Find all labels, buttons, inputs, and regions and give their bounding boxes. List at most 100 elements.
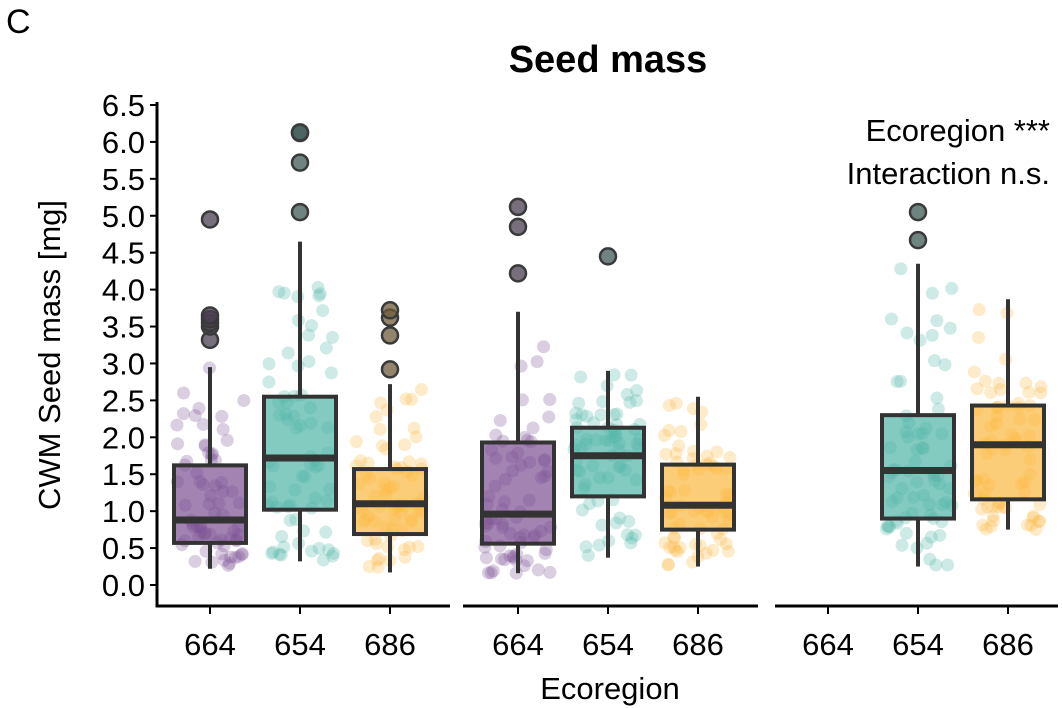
data-point xyxy=(893,374,907,388)
x-tick-label: 686 xyxy=(364,627,416,662)
data-point xyxy=(313,287,327,301)
data-point xyxy=(322,543,336,557)
data-point xyxy=(370,553,384,567)
data-point xyxy=(930,314,944,328)
y-axis-label: CWM Seed mass [mg] xyxy=(32,200,67,510)
outlier-shade xyxy=(292,204,308,221)
data-point xyxy=(399,392,413,406)
data-point xyxy=(943,321,957,335)
data-point xyxy=(1029,523,1043,537)
outlier-shade xyxy=(202,307,218,324)
data-point xyxy=(228,550,242,564)
data-point xyxy=(224,550,238,564)
data-point xyxy=(216,422,230,436)
data-point xyxy=(171,437,185,451)
data-point xyxy=(305,319,319,333)
data-point xyxy=(411,540,425,554)
outlier-shade xyxy=(202,331,218,348)
x-tick-label: 686 xyxy=(982,627,1034,662)
data-point xyxy=(927,354,941,368)
data-point xyxy=(479,551,493,565)
data-point xyxy=(274,548,288,562)
data-point xyxy=(686,555,700,569)
data-point xyxy=(721,544,735,558)
data-point xyxy=(624,368,638,382)
data-point xyxy=(262,375,276,389)
data-point xyxy=(984,385,998,399)
data-point xyxy=(1034,386,1048,400)
data-point xyxy=(723,450,737,464)
data-point xyxy=(291,290,305,304)
data-point xyxy=(1021,518,1035,532)
box-iqr xyxy=(262,394,338,512)
data-point xyxy=(581,548,595,562)
outlier-shade xyxy=(382,361,398,378)
data-point xyxy=(986,514,1000,528)
data-point xyxy=(414,383,428,397)
data-point xyxy=(880,522,894,536)
data-point xyxy=(324,366,338,380)
outlier-shade xyxy=(382,327,398,344)
data-point xyxy=(520,554,534,568)
data-point xyxy=(967,365,981,379)
data-point xyxy=(938,358,952,372)
data-point xyxy=(999,501,1013,515)
box-iqr xyxy=(570,425,646,499)
data-point xyxy=(669,396,683,410)
data-point xyxy=(667,540,681,554)
data-point xyxy=(530,355,544,369)
data-point xyxy=(326,549,340,563)
data-point xyxy=(489,428,503,442)
annotation-interaction: Interaction n.s. xyxy=(847,156,1050,191)
data-point xyxy=(237,393,251,407)
data-point xyxy=(658,428,672,442)
outlier-shade xyxy=(292,154,308,171)
data-point xyxy=(354,454,368,468)
y-tick-label: 1.0 xyxy=(102,494,145,529)
data-point xyxy=(662,398,676,412)
data-point xyxy=(929,558,943,572)
data-point xyxy=(414,457,428,471)
data-point xyxy=(933,528,947,542)
data-point xyxy=(572,396,586,410)
data-point xyxy=(880,519,894,533)
data-point xyxy=(372,552,386,566)
data-point xyxy=(673,541,687,555)
data-point xyxy=(177,386,191,400)
data-point xyxy=(325,330,339,344)
data-point xyxy=(302,354,316,368)
data-point xyxy=(930,391,944,405)
data-point xyxy=(994,383,1008,397)
boxes xyxy=(172,123,1046,574)
data-point xyxy=(503,549,517,563)
data-point xyxy=(498,553,512,567)
data-point xyxy=(629,394,643,408)
data-point xyxy=(375,439,389,453)
data-point xyxy=(1024,518,1038,532)
data-point xyxy=(668,543,682,557)
data-point xyxy=(623,395,637,409)
data-point xyxy=(272,285,286,299)
panel-label: C xyxy=(6,3,31,41)
x-tick-label: 654 xyxy=(274,627,326,662)
data-point xyxy=(710,445,724,459)
data-point xyxy=(992,376,1006,390)
outlier-shade xyxy=(292,124,308,141)
data-point xyxy=(970,382,984,396)
data-point xyxy=(494,552,508,566)
data-point xyxy=(215,409,229,423)
data-point xyxy=(316,304,330,318)
x-tick-label: 664 xyxy=(802,627,854,662)
data-point xyxy=(223,556,237,570)
data-point xyxy=(192,401,206,415)
data-point xyxy=(188,554,202,568)
data-point xyxy=(607,368,621,382)
box-iqr xyxy=(880,413,956,521)
outlier-shade xyxy=(600,248,616,265)
data-point xyxy=(630,384,644,398)
y-tick-label: 6.0 xyxy=(102,125,145,160)
data-point xyxy=(316,553,330,567)
data-point xyxy=(302,328,316,342)
data-point xyxy=(538,546,552,560)
